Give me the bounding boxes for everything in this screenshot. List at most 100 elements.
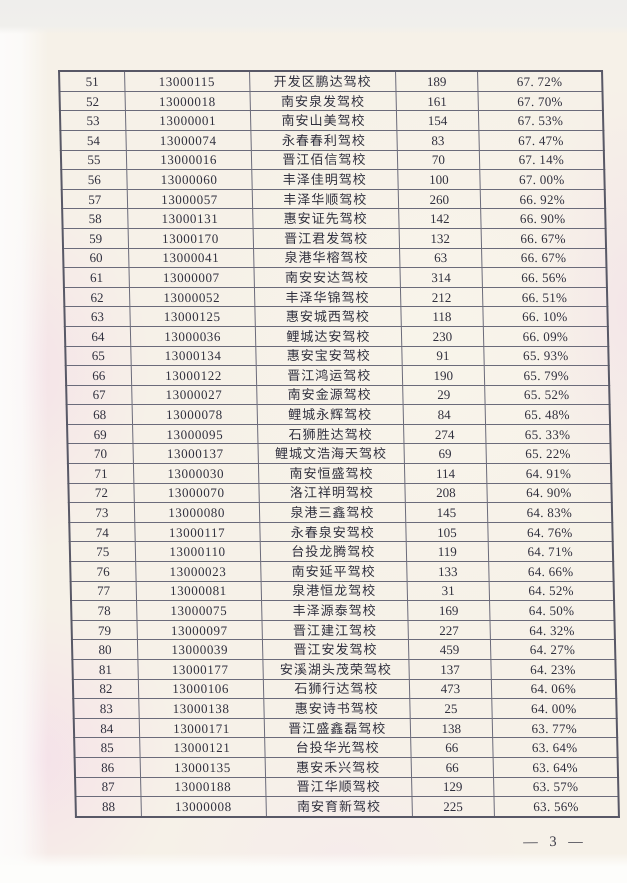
school-name-cell: 永春春利驾校 — [250, 130, 398, 151]
code-cell: 13000057 — [126, 189, 253, 209]
rank-cell: 82 — [72, 679, 139, 699]
table-row: 58 13000131 惠安证先驾校 142 66. 90% — [62, 208, 606, 229]
pass-rate-cell: 66. 51% — [482, 287, 608, 307]
school-name-cell: 晋江佰信驾校 — [250, 150, 398, 170]
table-row: 74 13000117 永春泉安驾校 105 64. 76% — [69, 522, 613, 542]
school-name-cell: 开发区鹏达驾校 — [249, 71, 397, 92]
table-row: 65 13000134 惠安宝安驾校 91 65. 93% — [65, 346, 609, 366]
count-cell: 118 — [401, 306, 483, 327]
pass-rate-cell: 63. 56% — [493, 796, 619, 817]
rank-cell: 60 — [63, 248, 129, 268]
count-cell: 119 — [406, 541, 489, 562]
table-row: 71 13000030 南安恒盛驾校 114 64. 91% — [67, 463, 612, 484]
count-cell: 31 — [407, 581, 490, 601]
count-cell: 314 — [400, 267, 483, 288]
school-name-cell: 晋江盛鑫磊驾校 — [263, 718, 411, 738]
pass-rate-cell: 64. 76% — [487, 522, 613, 542]
pass-rate-cell: 64. 23% — [490, 659, 616, 680]
school-name-cell: 南安山美驾校 — [249, 110, 398, 131]
pass-rate-cell: 64. 71% — [487, 541, 614, 562]
count-cell: 189 — [395, 71, 478, 92]
table-row: 85 13000121 台投华光驾校 66 63. 64% — [74, 737, 618, 758]
pass-rate-cell: 67. 70% — [477, 91, 603, 111]
pass-rate-cell: 66. 67% — [480, 228, 607, 249]
code-cell: 13000171 — [138, 718, 265, 738]
code-cell: 13000041 — [128, 248, 254, 268]
table-row: 86 13000135 惠安禾兴驾校 66 63. 64% — [74, 757, 619, 778]
pass-rate-cell: 67. 53% — [478, 110, 604, 131]
rank-cell: 54 — [60, 130, 126, 151]
table-row: 64 13000036 鲤城达安驾校 230 66. 09% — [64, 326, 609, 346]
table-row: 52 13000018 南安泉发驾校 161 67. 70% — [59, 91, 603, 111]
school-name-cell: 南安泉发驾校 — [249, 91, 397, 111]
rank-cell: 63 — [64, 306, 130, 327]
code-cell: 13000110 — [134, 541, 261, 562]
pass-rate-cell: 64. 00% — [491, 698, 617, 719]
table-row: 84 13000171 晋江盛鑫磊驾校 138 63. 77% — [73, 718, 618, 738]
pass-rate-cell: 63. 64% — [492, 737, 618, 758]
rank-cell: 73 — [68, 502, 135, 523]
page-number: — 3 — — [523, 833, 587, 851]
rank-cell: 58 — [62, 208, 128, 229]
rank-cell: 87 — [75, 777, 141, 797]
count-cell: 274 — [403, 424, 486, 444]
rank-cell: 51 — [59, 71, 125, 92]
count-cell: 260 — [398, 189, 481, 209]
rank-cell: 86 — [74, 757, 141, 778]
pass-rate-cell: 66. 10% — [482, 306, 608, 327]
school-name-cell: 惠安诗书驾校 — [263, 698, 411, 719]
school-name-cell: 晋江建江驾校 — [261, 620, 409, 640]
code-cell: 13000078 — [131, 404, 258, 425]
school-name-cell: 晋江君发驾校 — [252, 228, 400, 249]
school-name-cell: 鲤城达安驾校 — [254, 326, 402, 346]
code-cell: 13000095 — [132, 424, 258, 444]
rank-cell: 78 — [71, 600, 137, 621]
code-cell: 13000023 — [135, 561, 261, 582]
table-row: 70 13000137 鲤城文浩海天驾校 69 65. 22% — [67, 443, 611, 464]
school-name-cell: 丰泽源泰驾校 — [261, 600, 409, 621]
pass-rate-table: 51 13000115 开发区鹏达驾校 189 67. 72% 52 13000018 南安泉… — [58, 70, 620, 818]
table-row: 81 13000177 安溪湖头茂荣驾校 137 64. 23% — [72, 659, 616, 680]
school-name-cell: 惠安宝安驾校 — [255, 346, 403, 366]
pass-rate-cell: 65. 22% — [485, 443, 611, 464]
code-cell: 13000052 — [129, 287, 255, 307]
code-cell: 13000131 — [127, 208, 253, 229]
pass-rate-cell: 67. 14% — [478, 150, 605, 170]
count-cell: 84 — [403, 404, 486, 425]
pass-rate-cell: 64. 32% — [489, 620, 615, 640]
pass-rate-cell: 64. 50% — [489, 600, 615, 621]
pass-rate-cell: 63. 64% — [492, 757, 619, 778]
count-cell: 161 — [396, 91, 479, 111]
table-row: 51 13000115 开发区鹏达驾校 189 67. 72% — [59, 71, 603, 92]
pass-rate-cell: 65. 33% — [485, 424, 611, 444]
count-cell: 66 — [411, 757, 494, 778]
table-row: 56 13000060 丰泽佳明驾校 100 67. 00% — [61, 169, 605, 190]
rank-cell: 68 — [66, 404, 133, 425]
school-name-cell: 丰泽佳明驾校 — [251, 169, 399, 190]
rank-cell: 76 — [70, 561, 136, 582]
rank-cell: 88 — [75, 796, 142, 817]
table-row: 55 13000016 晋江佰信驾校 70 67. 14% — [60, 150, 605, 170]
table-row: 66 13000122 晋江鸿运驾校 190 65. 79% — [65, 365, 610, 386]
code-cell: 13000074 — [125, 130, 251, 151]
count-cell: 91 — [401, 346, 484, 366]
count-cell: 212 — [400, 287, 483, 307]
table-row: 78 13000075 丰泽源泰驾校 169 64. 50% — [71, 600, 615, 621]
code-cell: 13000001 — [125, 110, 251, 131]
code-cell: 13000137 — [132, 443, 258, 464]
pass-rate-cell: 64. 90% — [486, 483, 612, 503]
count-cell: 208 — [405, 483, 487, 503]
pass-rate-cell: 64. 83% — [486, 502, 613, 523]
table-row: 60 13000041 泉港华榕驾校 63 66. 67% — [63, 248, 607, 268]
rank-cell: 62 — [63, 287, 130, 307]
code-cell: 13000008 — [140, 796, 266, 817]
rank-cell: 85 — [74, 737, 140, 758]
code-cell: 13000125 — [129, 306, 255, 327]
school-name-cell: 台投龙腾驾校 — [259, 541, 407, 562]
pass-rate-cell: 66. 56% — [481, 267, 607, 288]
school-name-cell: 石狮胜达驾校 — [257, 424, 405, 444]
table-row: 54 13000074 永春春利驾校 83 67. 47% — [60, 130, 604, 151]
code-cell: 13000060 — [126, 169, 252, 190]
school-name-cell: 鲤城文浩海天驾校 — [257, 443, 405, 464]
